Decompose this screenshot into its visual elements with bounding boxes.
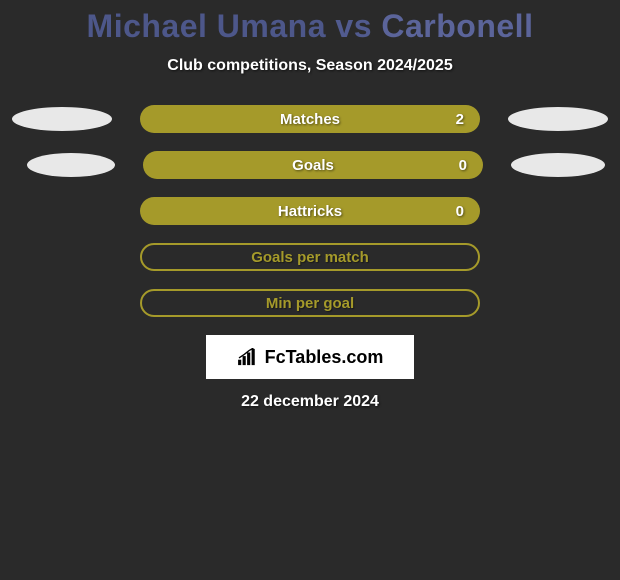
logo-box[interactable]: FcTables.com	[206, 335, 414, 379]
stat-label: Goals per match	[251, 249, 369, 266]
left-ellipse	[27, 153, 115, 177]
stat-label: Matches	[280, 111, 340, 128]
subtitle: Club competitions, Season 2024/2025	[0, 57, 620, 75]
stat-value: 0	[456, 203, 464, 220]
vs-text: vs	[335, 8, 372, 44]
right-ellipse	[511, 153, 605, 177]
stat-row: Min per goal	[0, 289, 620, 317]
stat-value: 2	[456, 111, 464, 128]
player2-name: Carbonell	[381, 8, 533, 44]
stat-row: Goals per match	[0, 243, 620, 271]
stat-row: Goals 0	[0, 151, 620, 179]
stats-list: Matches 2 Goals 0 Hattricks 0 Goals per match M…	[0, 105, 620, 317]
stat-label: Hattricks	[278, 203, 342, 220]
stat-label: Goals	[292, 157, 334, 174]
logo-text: FcTables.com	[265, 347, 384, 368]
comparison-widget: Michael Umana vs Carbonell Club competit…	[0, 0, 620, 411]
stat-row: Matches 2	[0, 105, 620, 133]
stat-bar: Hattricks 0	[140, 197, 480, 225]
date-text: 22 december 2024	[0, 393, 620, 411]
stat-label: Min per goal	[266, 295, 354, 312]
player1-name: Michael Umana	[87, 8, 326, 44]
stat-bar: Goals 0	[143, 151, 483, 179]
page-title: Michael Umana vs Carbonell	[0, 8, 620, 45]
logo: FcTables.com	[237, 347, 384, 368]
stat-value: 0	[459, 157, 467, 174]
stat-bar: Matches 2	[140, 105, 480, 133]
stat-bar: Goals per match	[140, 243, 480, 271]
left-ellipse	[12, 107, 112, 131]
right-ellipse	[508, 107, 608, 131]
stat-row: Hattricks 0	[0, 197, 620, 225]
chart-icon	[237, 348, 259, 366]
stat-bar: Min per goal	[140, 289, 480, 317]
